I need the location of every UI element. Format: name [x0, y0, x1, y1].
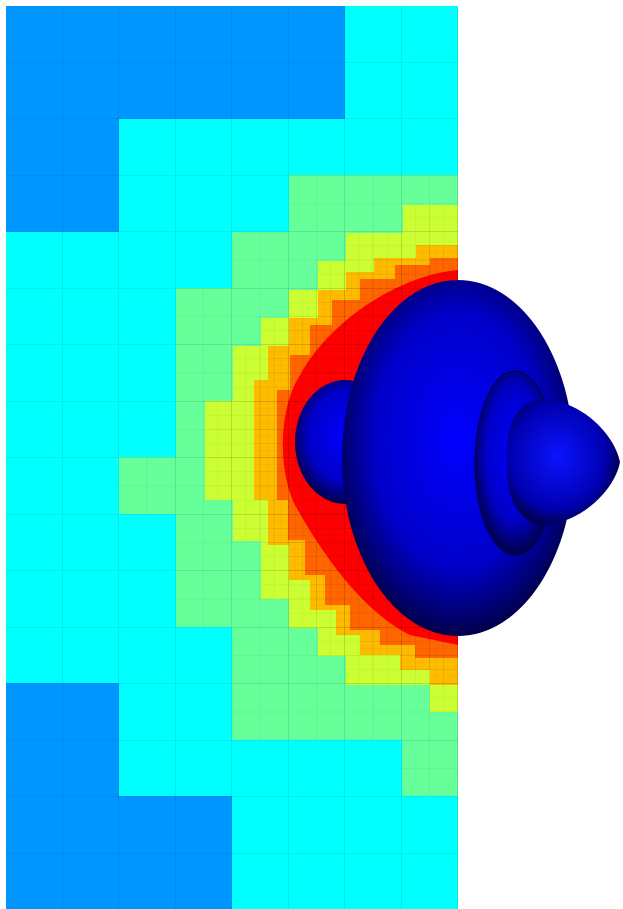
simulation-render	[0, 0, 623, 909]
page	[0, 0, 623, 909]
